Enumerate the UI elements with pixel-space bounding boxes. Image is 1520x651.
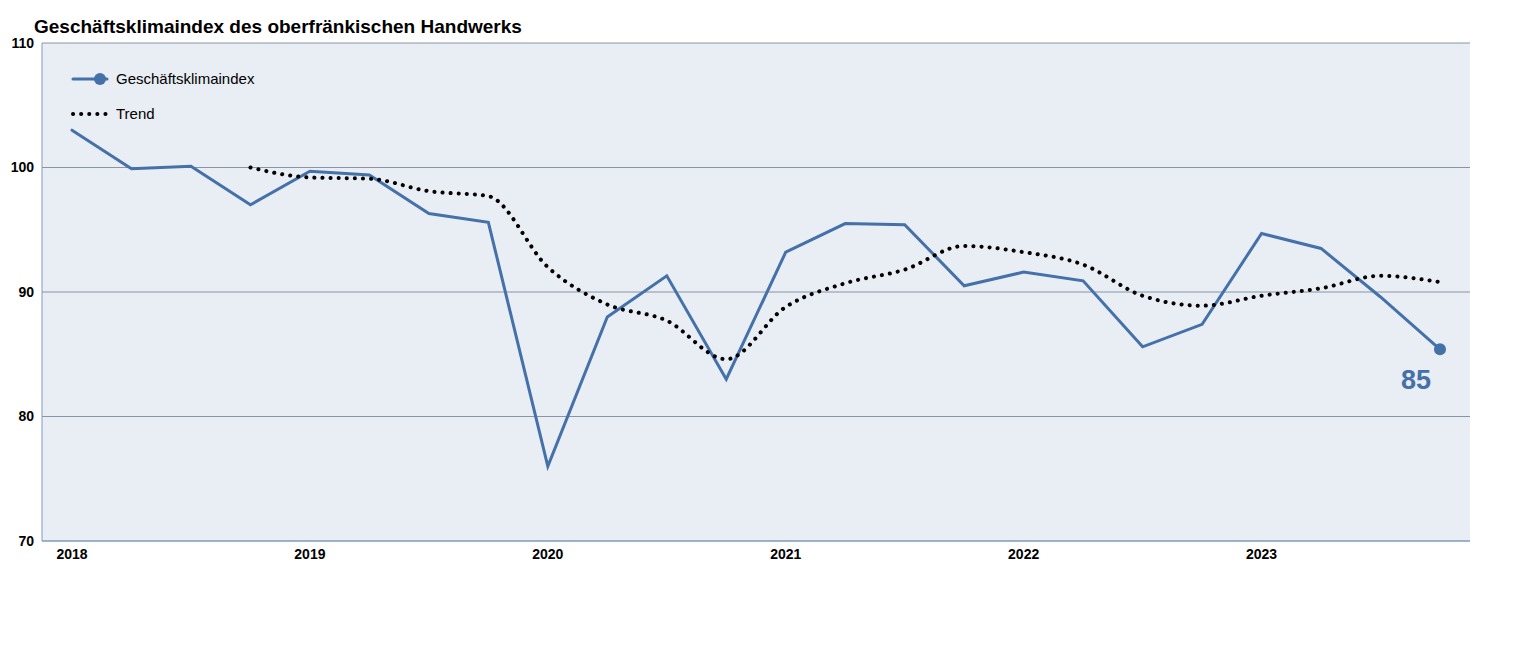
svg-text:90: 90 <box>18 284 34 300</box>
svg-text:2023: 2023 <box>1246 546 1277 562</box>
svg-text:100: 100 <box>11 159 35 175</box>
svg-text:2019: 2019 <box>294 546 325 562</box>
svg-text:2021: 2021 <box>770 546 801 562</box>
svg-text:2022: 2022 <box>1008 546 1039 562</box>
svg-text:2020: 2020 <box>532 546 563 562</box>
html-text:Trend: Trend <box>116 105 155 122</box>
svg-text:2018: 2018 <box>56 546 87 562</box>
svg-text:70: 70 <box>18 533 34 549</box>
svg-text:110: 110 <box>11 35 34 51</box>
html-text:Geschäftsklimaindex: Geschäftsklimaindex <box>116 70 255 87</box>
html-text:Geschäftsklimaindex des oberfr: Geschäftsklimaindex des oberfränkischen … <box>34 16 522 37</box>
svg-text:85: 85 <box>1401 365 1431 395</box>
svg-text:80: 80 <box>18 408 34 424</box>
